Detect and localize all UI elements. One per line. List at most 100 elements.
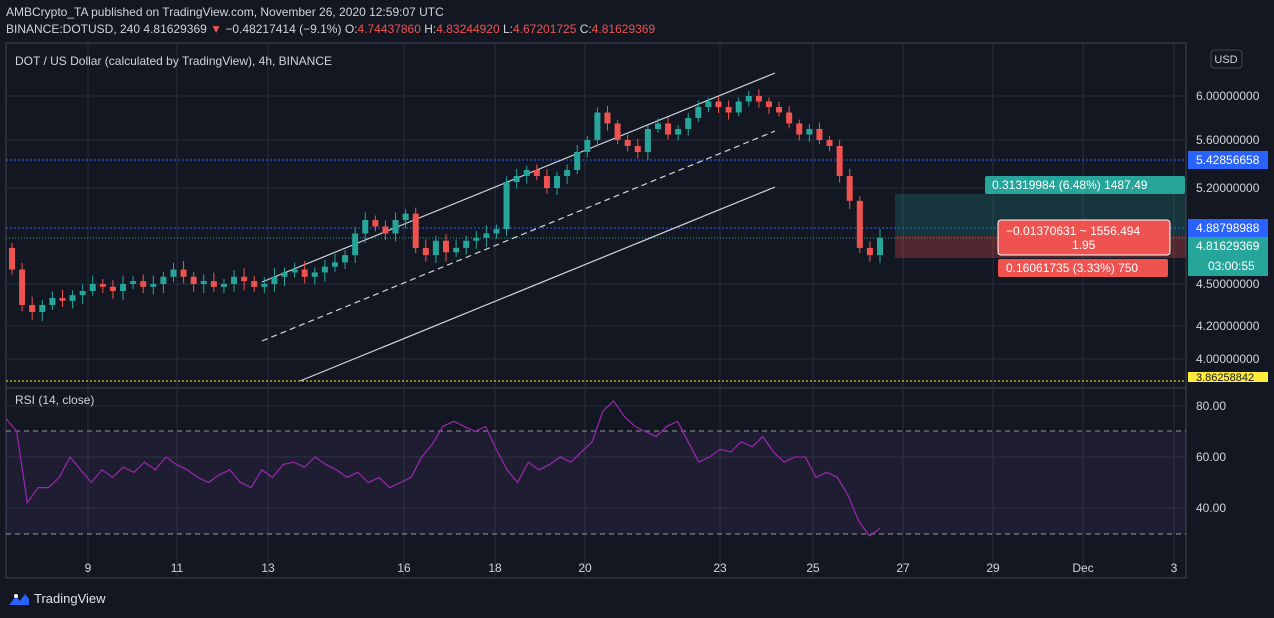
channel-median-line[interactable] (261, 130, 776, 342)
publish-info: AMBCrypto_TA published on TradingView.co… (6, 5, 444, 19)
candle (866, 247, 873, 256)
time-tick-label: Dec (1072, 561, 1093, 575)
candle (614, 123, 621, 140)
candle (765, 101, 772, 107)
candle (513, 176, 520, 182)
candle (654, 123, 661, 129)
candle (786, 112, 793, 124)
candlestick-series (9, 89, 883, 322)
candle (29, 305, 36, 312)
candle (725, 107, 732, 113)
time-tick-label: 13 (261, 561, 275, 575)
candle (473, 237, 480, 241)
candle (251, 281, 258, 287)
candle (180, 269, 187, 277)
price-tick-label: 4.00000000 (1196, 352, 1260, 366)
rsi-band (6, 431, 1186, 534)
candle (453, 247, 460, 253)
high-value: 4.83244920 (436, 22, 500, 36)
candle (463, 240, 470, 248)
tradingview-brand: TradingView (34, 591, 106, 606)
rsi-tick-label: 40.00 (1196, 501, 1226, 515)
time-tick-label: 16 (397, 561, 411, 575)
channel-lower-line[interactable] (299, 186, 776, 382)
candle (634, 146, 641, 152)
candle (836, 146, 843, 176)
candle (392, 220, 399, 234)
tradingview-logo-icon (9, 593, 29, 605)
candle (755, 96, 762, 102)
time-axis[interactable]: 9 11 13 16 18 20 23 25 27 29 Dec 3 (85, 561, 1178, 575)
candle (39, 305, 46, 312)
candle (120, 284, 127, 291)
candle (816, 129, 823, 140)
down-arrow-icon: ▼ (210, 22, 223, 36)
candle (342, 255, 349, 263)
time-tick-label: 27 (896, 561, 910, 575)
candle (422, 247, 429, 256)
time-tick-label: 23 (713, 561, 727, 575)
resistance-price-label: 5.42856658 (1196, 153, 1260, 167)
pnl-label-box[interactable] (997, 219, 1171, 256)
candle (594, 112, 601, 140)
candle (745, 96, 752, 102)
candle (705, 101, 712, 107)
stop-label: 0.16061735 (3.33%) 750 (1006, 261, 1138, 275)
price-change: −0.48217414 (−9.1%) (225, 22, 342, 36)
support-price-badge (1188, 372, 1268, 382)
candle (503, 182, 510, 230)
candle (49, 298, 56, 305)
countdown-label: 03:00:55 (1208, 259, 1255, 273)
candle (130, 281, 137, 284)
tradingview-logo[interactable]: TradingView (8, 591, 106, 606)
candle (231, 276, 238, 284)
last-price-badge (1188, 237, 1268, 276)
candle (109, 286, 116, 291)
rsi-line (5, 399, 881, 537)
open-value: 4.74437860 (357, 22, 421, 36)
target-label: 0.31319984 (6.48%) 1487.49 (992, 178, 1148, 192)
currency-button[interactable] (1210, 49, 1243, 69)
candle (735, 101, 742, 113)
candle (69, 295, 76, 301)
symbol-label: BINANCE:DOTUSD, 240 (6, 22, 141, 36)
time-tick-label: 9 (85, 561, 92, 575)
high-label: H: (424, 22, 437, 36)
rsi-tick-label: 60.00 (1196, 450, 1226, 464)
candle (574, 152, 581, 170)
candle (412, 213, 419, 248)
time-tick-label: 18 (488, 561, 502, 575)
candle (695, 107, 702, 118)
time-tick-label: 25 (806, 561, 820, 575)
candle (140, 281, 147, 287)
low-label: L: (502, 22, 513, 36)
time-tick-label: 3 (1171, 561, 1178, 575)
candle (543, 176, 550, 188)
candle (331, 262, 338, 267)
rsi-axis[interactable]: 80.00 60.00 40.00 (1196, 399, 1226, 515)
candle (89, 284, 96, 291)
candle (19, 269, 26, 305)
candle (564, 170, 571, 176)
rsi-tick-label: 80.00 (1196, 399, 1226, 413)
close-label: C: (579, 22, 592, 36)
target-label-box[interactable] (985, 176, 1185, 194)
candle (665, 123, 672, 135)
candle (9, 247, 15, 270)
price-axis[interactable]: 6.00000000 5.60000000 5.20000000 4.50000000… (1196, 89, 1260, 366)
candle (261, 284, 268, 287)
candle (776, 107, 783, 113)
candle (382, 226, 389, 234)
candle (483, 233, 490, 238)
candle (523, 170, 530, 176)
candle (59, 298, 66, 301)
candle (362, 220, 369, 234)
resistance-price-badge (1188, 151, 1268, 169)
candle (79, 291, 86, 296)
candle (372, 220, 379, 227)
stop-label-box[interactable] (998, 259, 1168, 277)
pnl-label: −0.01370631 ~ 1556.494 (1006, 224, 1140, 238)
candle (877, 237, 883, 256)
open-label: O: (344, 22, 358, 36)
